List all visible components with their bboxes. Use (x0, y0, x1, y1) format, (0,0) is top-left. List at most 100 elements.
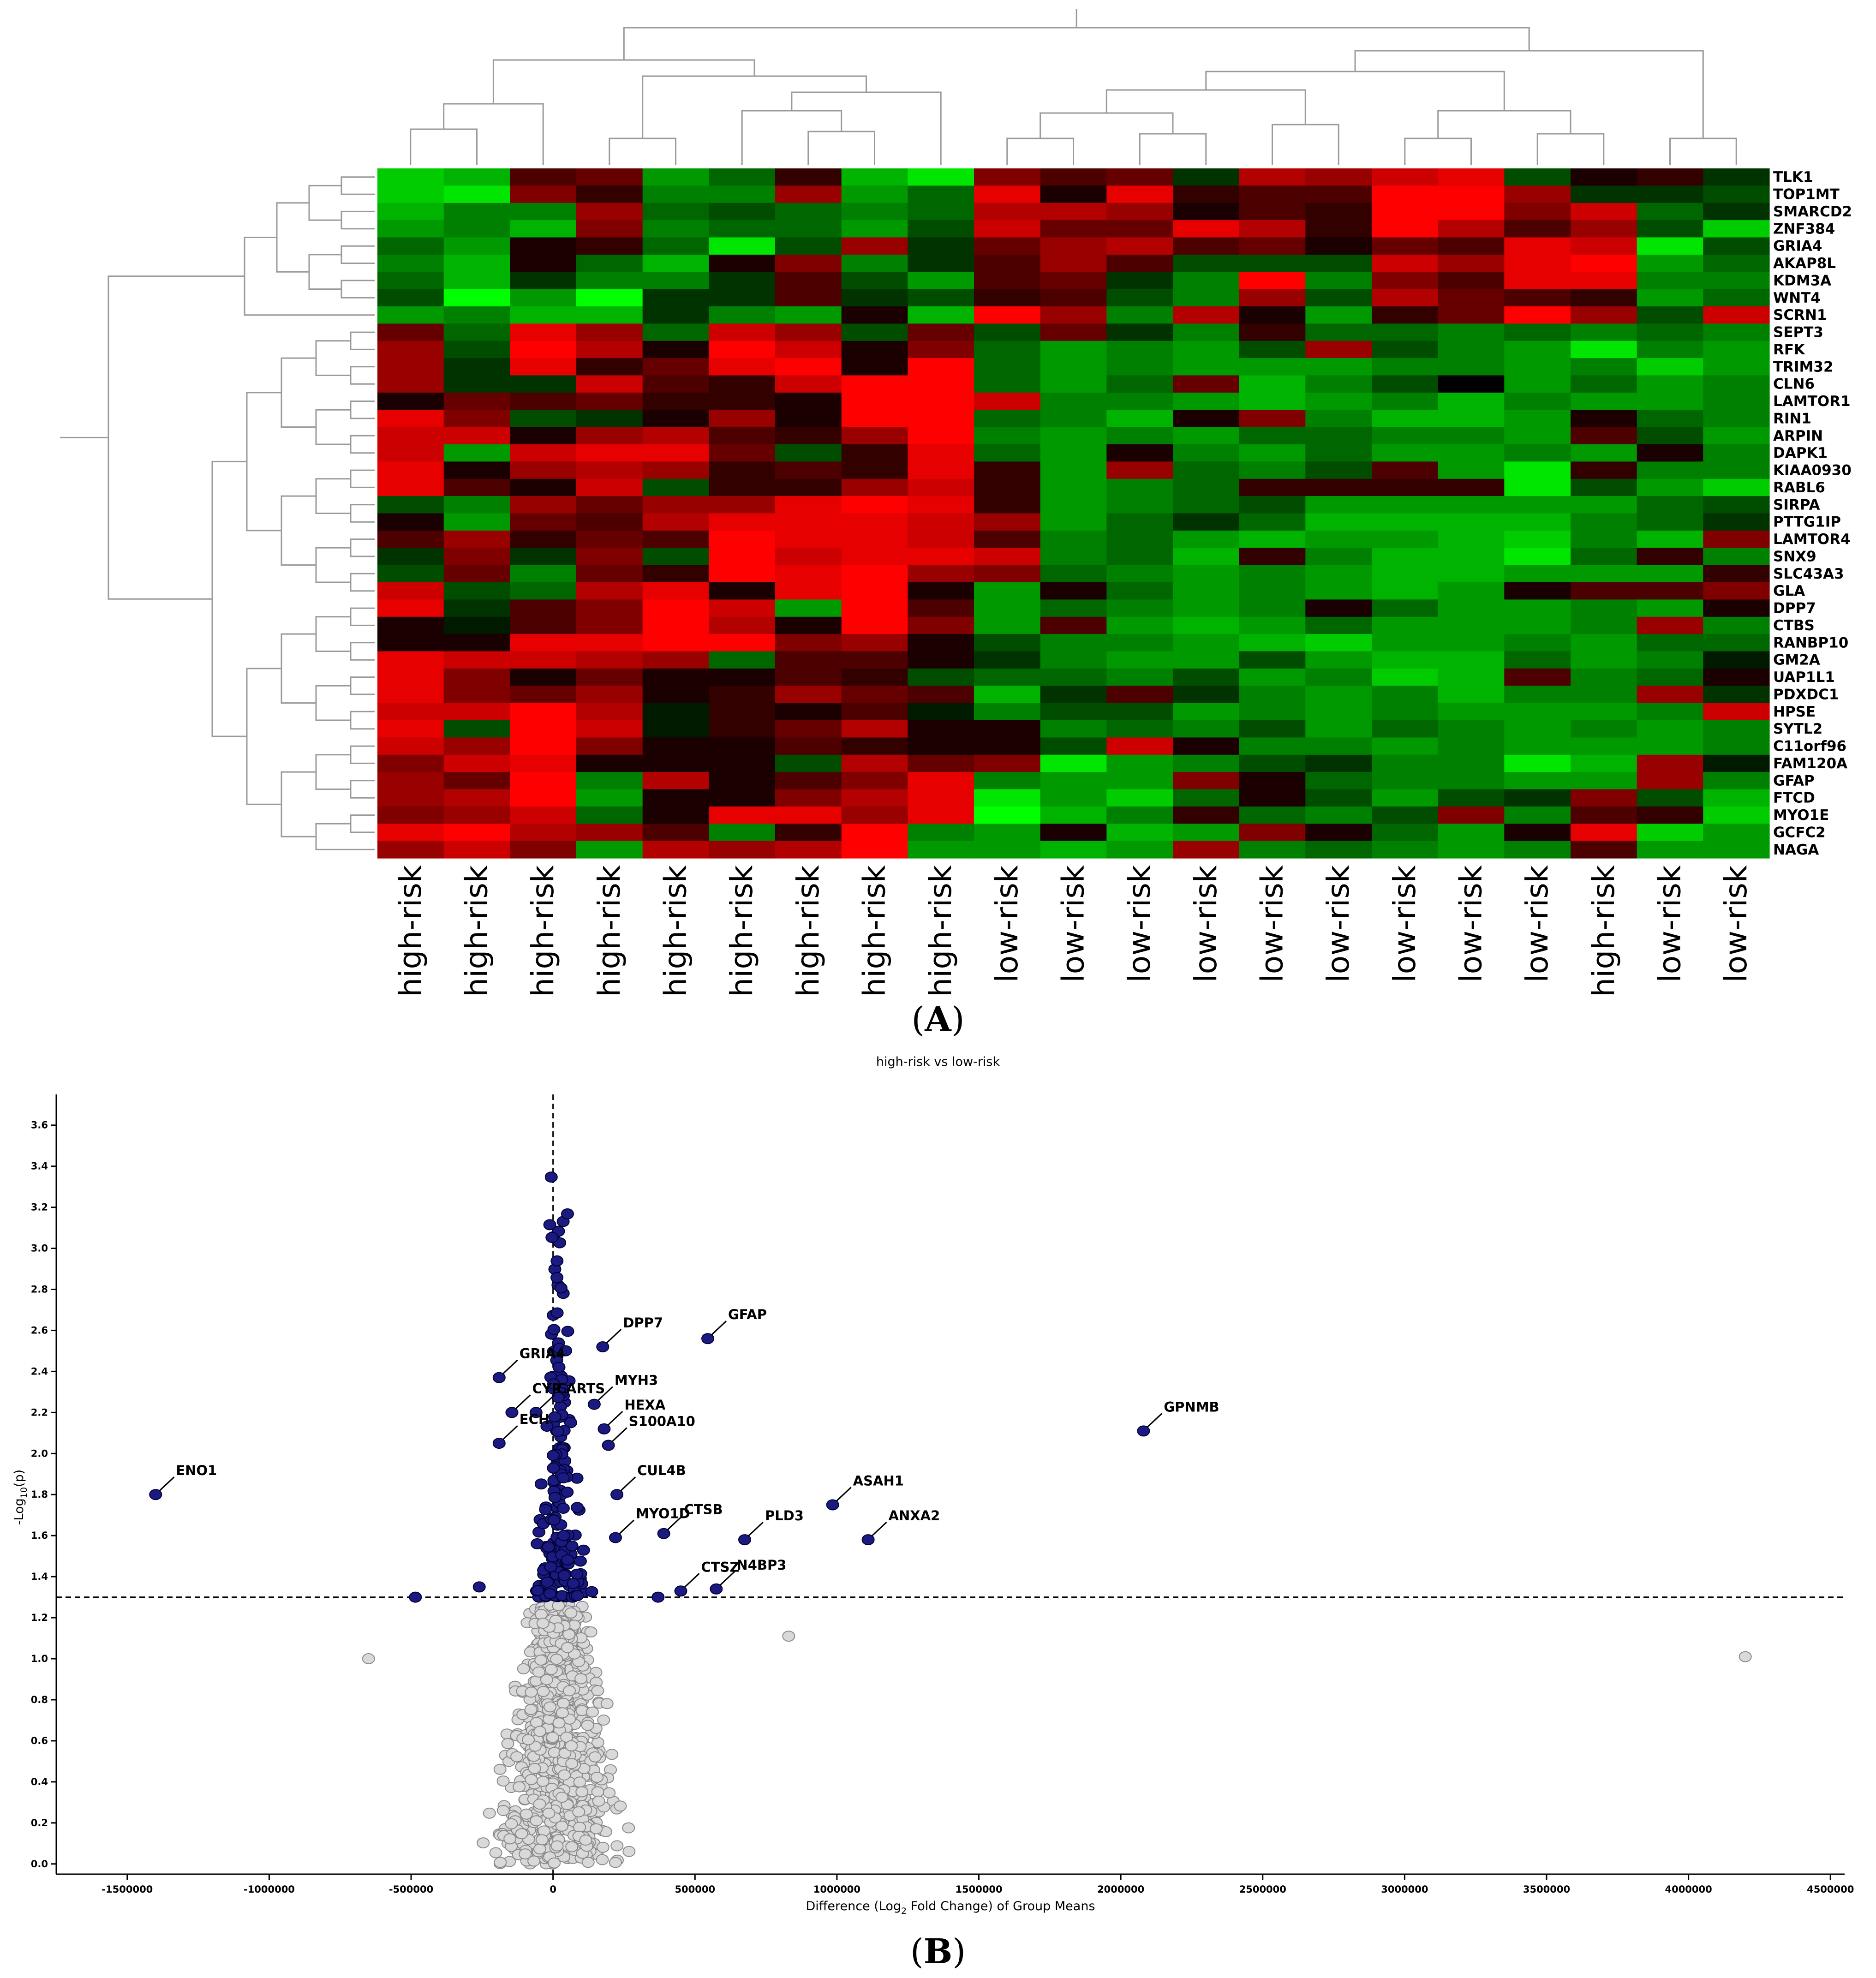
heatmap-cell (974, 444, 1041, 462)
point-label: DPP7 (623, 1315, 663, 1331)
heatmap-cell (1504, 789, 1571, 807)
heatmap-cell (510, 806, 577, 824)
heatmap-cell (1637, 168, 1703, 186)
heatmap-cell (908, 444, 974, 462)
heatmap-cell (841, 203, 908, 221)
heatmap-cell (1173, 185, 1240, 203)
heatmap-cell (1173, 565, 1240, 583)
label-leader-line (1147, 1413, 1163, 1428)
heatmap-cell (1239, 651, 1306, 669)
gene-label: RANBP10 (1773, 634, 1848, 651)
heatmap-cell (1106, 668, 1173, 686)
heatmap-cell (443, 565, 510, 583)
significant-point (547, 1514, 561, 1526)
heatmap-cell (775, 651, 842, 669)
heatmap-cell (1040, 341, 1107, 359)
heatmap-cell (1305, 616, 1372, 634)
heatmap-cell (576, 358, 643, 376)
nonsignificant-point (558, 1747, 572, 1759)
heatmap-cell (1637, 392, 1703, 410)
heatmap-cell (1040, 444, 1107, 462)
heatmap-cell (1703, 289, 1770, 307)
significant-point (542, 1541, 555, 1553)
y-axis-title-subscript: 10 (19, 1487, 29, 1498)
nonsignificant-point (591, 1786, 604, 1798)
dendrogram-branch (350, 331, 375, 350)
heatmap-cell (510, 703, 577, 721)
heatmap-cell (1504, 341, 1571, 359)
heatmap-cell (1239, 686, 1306, 704)
dendrogram-branch (1354, 50, 1704, 138)
heatmap-cell (1438, 565, 1505, 583)
heatmap-cell (1438, 358, 1505, 376)
heatmap-cell (1637, 341, 1703, 359)
heatmap-cell (1239, 254, 1306, 272)
heatmap-cell (908, 341, 974, 359)
dendrogram-branch (315, 340, 351, 376)
gene-label: LAMTOR1 (1773, 393, 1851, 410)
heatmap-cell (377, 841, 444, 859)
heatmap-cell (510, 427, 577, 445)
heatmap-cell (1372, 461, 1439, 479)
heatmap-cell (1040, 806, 1107, 824)
gene-label: ARPIN (1773, 428, 1823, 444)
nonsignificant-point (603, 1787, 616, 1799)
group-label: low-risk (1255, 865, 1290, 982)
nonsignificant-point (533, 1843, 546, 1855)
heatmap-cell (1305, 668, 1372, 686)
group-label: high-risk (525, 865, 561, 997)
heatmap-cell (709, 427, 776, 445)
heatmap-cell (841, 703, 908, 721)
heatmap-cell (576, 703, 643, 721)
dendrogram-branch (315, 478, 351, 514)
x-tick-label: 0 (550, 1884, 556, 1895)
heatmap-cell (775, 737, 842, 755)
heatmap-cell (1106, 789, 1173, 807)
heatmap-cell (1173, 754, 1240, 772)
heatmap-cell (1504, 306, 1571, 324)
heatmap-cell (974, 720, 1041, 738)
heatmap-cell (775, 634, 842, 652)
heatmap-cell (377, 392, 444, 410)
heatmap-cell (908, 358, 974, 376)
heatmap-cell (576, 168, 643, 186)
heatmap-cell (1571, 237, 1637, 255)
heatmap-cell (576, 668, 643, 686)
heatmap-cell (709, 824, 776, 842)
heatmap-cell (1504, 496, 1571, 514)
heatmap-cell (974, 220, 1041, 238)
heatmap-cell (1040, 703, 1107, 721)
heatmap-cell (1438, 203, 1505, 221)
dendrogram-branch (642, 75, 867, 138)
heatmap-cell (1239, 461, 1306, 479)
heatmap-cell (709, 358, 776, 376)
heatmap-cell (908, 548, 974, 566)
nonsignificant-point (565, 1758, 579, 1769)
heatmap-cell (1305, 686, 1372, 704)
heatmap-cell (576, 306, 643, 324)
nonsignificant-point (546, 1732, 559, 1743)
heatmap-cell (1106, 306, 1173, 324)
heatmap-cell (775, 478, 842, 496)
gene-label: TLK1 (1773, 169, 1813, 185)
heatmap-cell (1305, 720, 1372, 738)
heatmap-cell (1571, 427, 1637, 445)
heatmap-cell (377, 772, 444, 790)
y-tick-label: 1.0 (31, 1653, 48, 1664)
heatmap-cell (576, 392, 643, 410)
heatmap-cell (1372, 203, 1439, 221)
heatmap-cell (1504, 323, 1571, 341)
heatmap-cell (1040, 634, 1107, 652)
heatmap-cell (841, 789, 908, 807)
heatmap-cell (1173, 427, 1240, 445)
heatmap-cell (1239, 185, 1306, 203)
heatmap-cell (1173, 496, 1240, 514)
heatmap-cell (576, 634, 643, 652)
heatmap-cell (443, 720, 510, 738)
heatmap-cell (576, 616, 643, 634)
heatmap-cell (1504, 772, 1571, 790)
heatmap-cell (1106, 548, 1173, 566)
heatmap-cell (709, 530, 776, 548)
heatmap-cell (1106, 703, 1173, 721)
heatmap-cell (443, 841, 510, 859)
